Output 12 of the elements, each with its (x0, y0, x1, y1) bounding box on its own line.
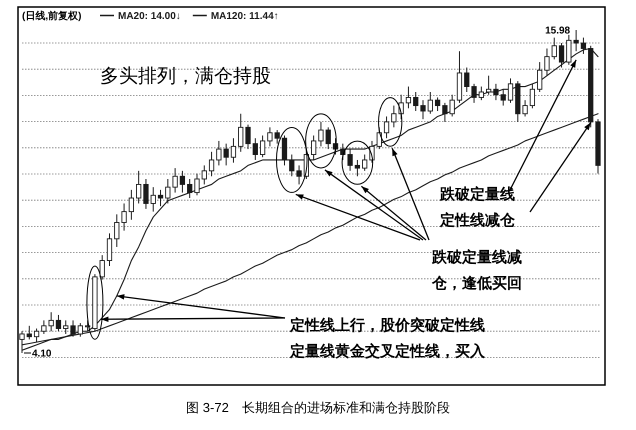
annotation: 定性线上行，股价突破定性线定量线黄金交叉定性线，买入 (289, 316, 486, 360)
annotation: 跌破定量线定性线减仓 (439, 185, 516, 229)
legend-item: MA120: 11.44↑ (192, 11, 279, 22)
annotation: 15.98 (545, 26, 571, 36)
annotation: 多头排列，满仓持股 (100, 66, 271, 87)
caption: 图 3-72 长期组合的进场标准和满仓持股阶段 (186, 400, 450, 415)
annotation: 4.10 (32, 348, 52, 360)
legend-label: MA20: 14.00↓ (118, 11, 181, 22)
annotation: 跌破定量线减仓，逢低买回 (431, 248, 522, 292)
text: (日线,前复权) (22, 10, 82, 22)
legend-label: MA120: 11.44↑ (210, 11, 279, 22)
legend-item: MA20: 14.00↓ (100, 11, 181, 22)
